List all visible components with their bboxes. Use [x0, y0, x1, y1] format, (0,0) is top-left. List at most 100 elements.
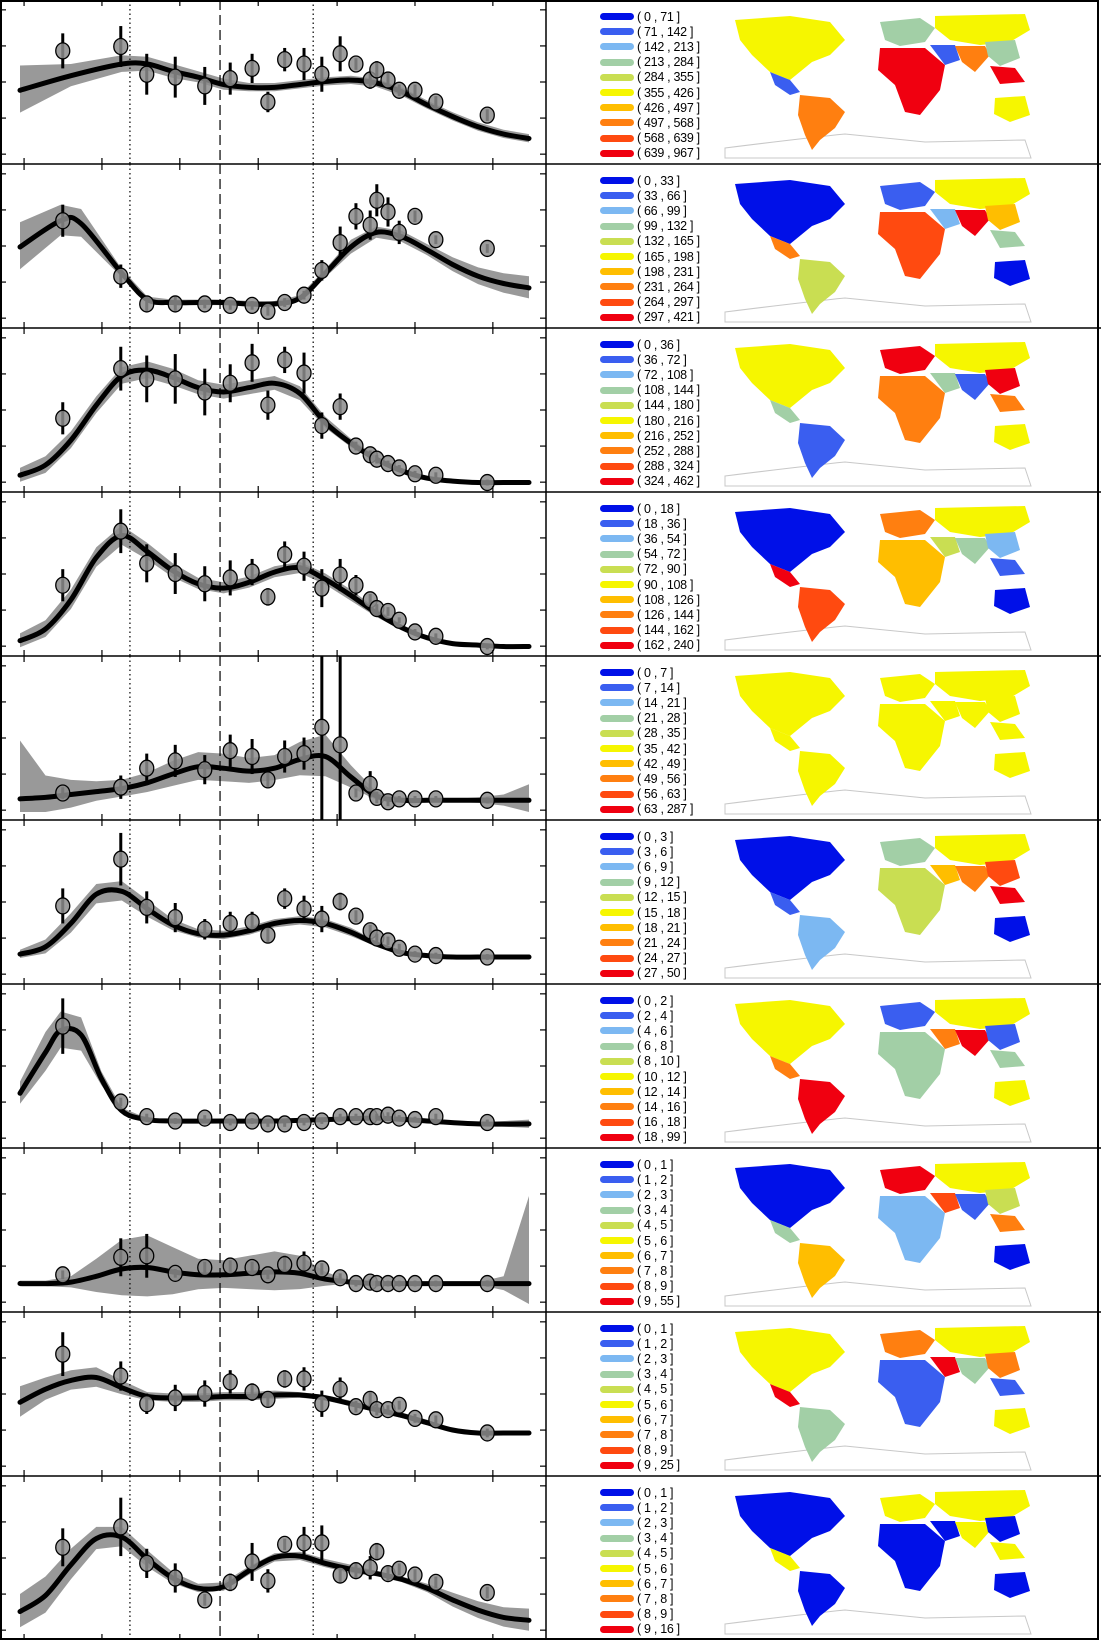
legend-swatch	[600, 1133, 634, 1141]
data-point	[277, 50, 293, 69]
data-point	[391, 1109, 407, 1127]
map-region-australia	[994, 1080, 1030, 1106]
legend-label: ( 72 , 108 ]	[637, 367, 694, 382]
data-point	[222, 1373, 238, 1391]
legend-entry: ( 213 , 284 ]	[600, 55, 700, 70]
data-point	[244, 59, 260, 78]
world-map	[724, 342, 1032, 487]
legend-entry: ( 18 , 99 ]	[600, 1130, 687, 1145]
data-point	[113, 778, 129, 796]
legend-swatch	[600, 1416, 634, 1424]
uncertainty-band	[20, 204, 529, 307]
legend-swatch	[600, 1057, 634, 1065]
map-region-south-america	[798, 95, 845, 150]
legend-swatch	[600, 1385, 634, 1393]
map-region-central-america	[770, 1548, 800, 1571]
world-map	[724, 14, 1032, 159]
legend-label: ( 3 , 4 ]	[637, 1531, 674, 1546]
legend-label: ( 6 , 8 ]	[637, 1039, 674, 1054]
data-point	[139, 554, 155, 572]
antarctica-outline	[724, 1609, 1032, 1635]
data-point	[380, 602, 396, 621]
data-point	[407, 790, 423, 808]
data-point	[428, 1107, 444, 1126]
legend-entry: ( 1 , 2 ]	[600, 1172, 674, 1187]
data-point	[222, 1113, 238, 1132]
legend-label: ( 49 , 56 ]	[637, 771, 687, 786]
data-point	[167, 1389, 183, 1407]
data-point	[167, 295, 183, 313]
data-point	[479, 1583, 495, 1602]
map-region-south-america	[798, 1407, 845, 1462]
legend-label: ( 7 , 8 ]	[637, 1263, 674, 1278]
map-region-russia-asia	[935, 1326, 1030, 1357]
legend-label: ( 5 , 6 ]	[637, 1561, 674, 1576]
legend-label: ( 1 , 2 ]	[637, 1172, 674, 1187]
data-point	[348, 1562, 364, 1580]
data-point	[296, 557, 312, 575]
data-point	[428, 231, 444, 249]
legend-swatch	[600, 1610, 634, 1618]
data-point	[348, 207, 364, 225]
data-point	[362, 216, 378, 234]
plot-area	[17, 656, 532, 820]
map-region-south-america	[798, 1243, 845, 1298]
legend-label: ( 3 , 4 ]	[637, 1203, 674, 1218]
legend-entry: ( 264 , 297 ]	[600, 295, 700, 310]
data-point	[260, 1115, 276, 1133]
data-point	[479, 1113, 495, 1132]
data-point	[391, 459, 407, 477]
data-point	[407, 1566, 423, 1584]
legend-label: ( 426 , 497 ]	[637, 100, 700, 115]
data-point	[314, 416, 330, 435]
world-map	[724, 1326, 1032, 1471]
legend-entry: ( 639 , 967 ]	[600, 146, 700, 161]
legend-label: ( 7 , 14 ]	[637, 680, 680, 695]
map-region-north-america	[735, 1164, 845, 1228]
uncertainty-band	[20, 1011, 529, 1128]
legend-swatch	[600, 253, 634, 260]
antarctica-outline	[724, 1117, 1032, 1143]
legend-label: ( 90 , 108 ]	[637, 577, 694, 592]
map-region-australia	[994, 260, 1030, 286]
legend-swatch	[600, 192, 634, 200]
legend-label: ( 12 , 14 ]	[637, 1084, 687, 1099]
legend-swatch	[600, 371, 634, 379]
legend-label: ( 0 , 36 ]	[637, 337, 680, 352]
legend-swatch	[600, 1446, 634, 1454]
data-point	[348, 1107, 364, 1126]
legend-entry: ( 1 , 2 ]	[600, 1500, 674, 1515]
world-map	[724, 506, 1032, 651]
legend-entry: ( 252 , 288 ]	[600, 443, 700, 458]
legend-swatch	[600, 760, 634, 768]
legend-swatch	[600, 477, 634, 485]
antarctica-outline	[724, 461, 1032, 487]
legend-label: ( 14 , 16 ]	[637, 1099, 687, 1114]
legend-swatch	[600, 1595, 634, 1603]
data-point	[277, 545, 293, 564]
legend-label: ( 198 , 231 ]	[637, 264, 700, 279]
legend-swatch	[600, 462, 634, 470]
data-point	[260, 771, 276, 789]
legend-entry: ( 72 , 108 ]	[600, 367, 693, 382]
legend-entry: ( 231 , 264 ]	[600, 279, 700, 294]
legend-swatch	[600, 13, 634, 20]
legend-label: ( 8 , 9 ]	[637, 1607, 674, 1622]
map-region-australia	[994, 752, 1030, 778]
data-point	[55, 1017, 71, 1035]
legend-label: ( 0 , 71 ]	[637, 9, 680, 24]
legend-entry: ( 6 , 8 ]	[600, 1039, 674, 1054]
map-region-africa	[878, 48, 945, 115]
legend-swatch	[600, 790, 634, 798]
legend-entry: ( 42 , 49 ]	[600, 756, 687, 771]
map-region-central-america	[770, 400, 800, 423]
legend-label: ( 10 , 12 ]	[637, 1069, 687, 1084]
map-region-russia-asia	[935, 178, 1030, 209]
legend-swatch	[600, 1325, 634, 1332]
map-region-europe	[880, 510, 935, 538]
antarctica-outline	[724, 953, 1032, 979]
legend-swatch	[600, 775, 634, 783]
legend-swatch	[600, 565, 634, 573]
data-point	[222, 1573, 238, 1592]
data-point	[369, 1543, 385, 1561]
